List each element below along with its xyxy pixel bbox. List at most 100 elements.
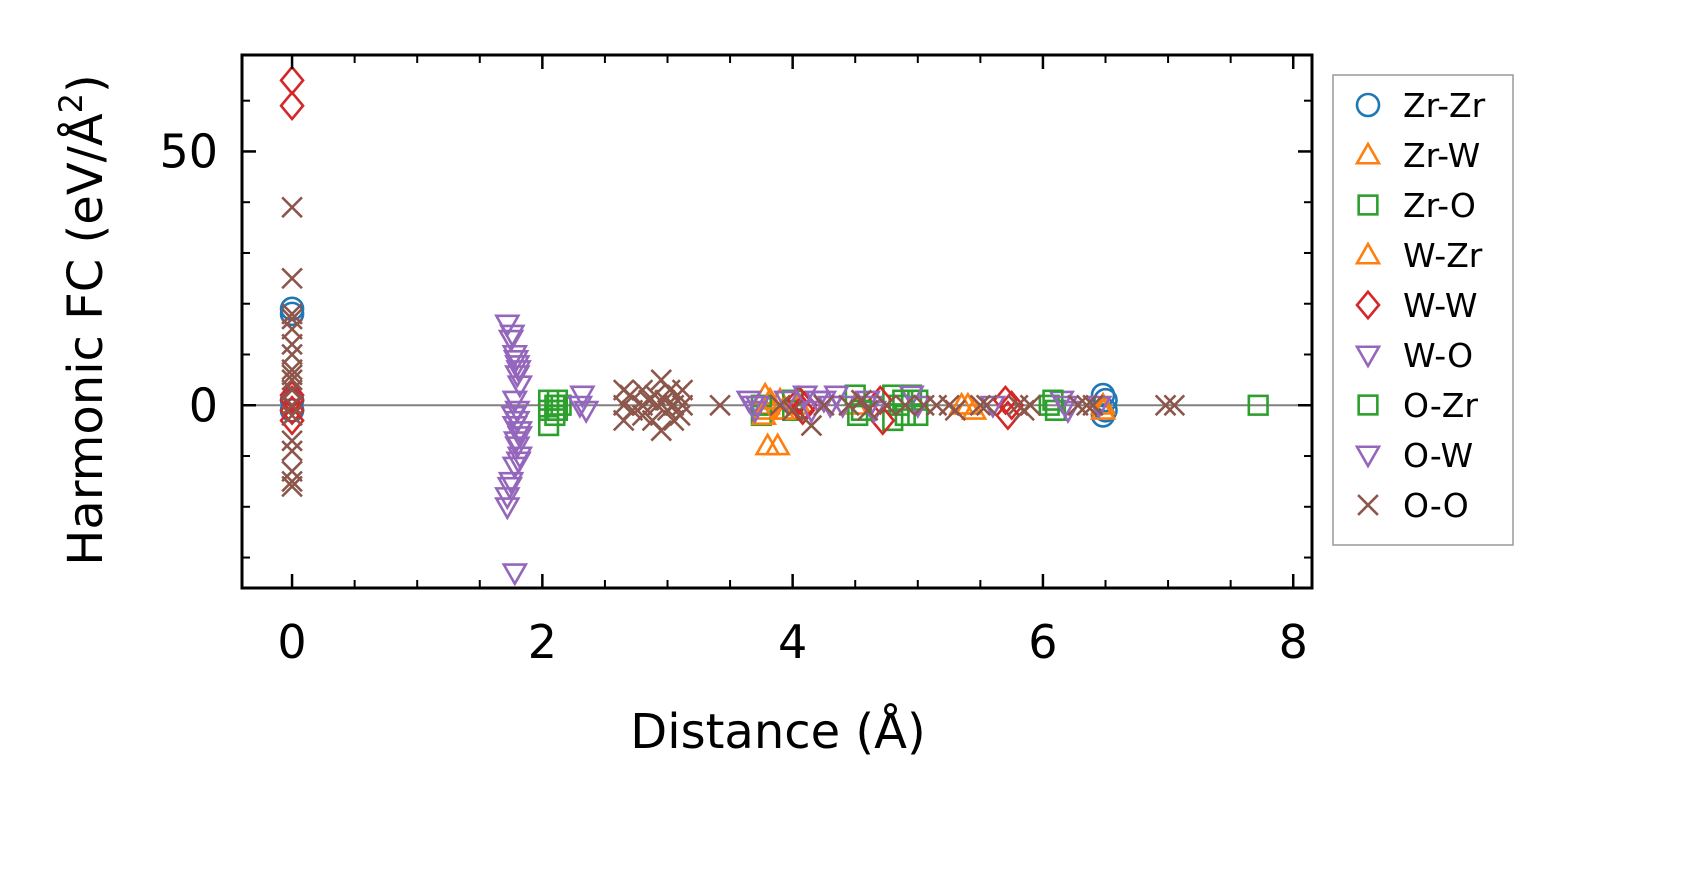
data-point: [546, 389, 569, 411]
data-point: [1042, 389, 1064, 411]
data-point: [756, 386, 784, 410]
y-axis-title-superscript: 2: [52, 93, 90, 113]
data-point: [744, 395, 771, 419]
data-point: [281, 363, 303, 386]
data-point: [1093, 387, 1118, 413]
legend-label: O-Zr: [1403, 386, 1478, 425]
data-point: [279, 395, 305, 426]
legend-marker: [1357, 494, 1379, 516]
data-point: [279, 405, 305, 436]
legend-label: W-O: [1403, 336, 1473, 375]
legend-label: Zr-Zr: [1403, 86, 1486, 125]
data-point: [281, 404, 303, 427]
data-point: [572, 400, 600, 424]
data-point: [281, 475, 303, 498]
data-point: [279, 90, 305, 121]
data-point: [847, 404, 869, 427]
legend-marker: [1354, 241, 1382, 265]
y-axis-title: Harmonic FC (eV/Å2): [52, 74, 114, 566]
data-point: [281, 196, 303, 219]
data-point: [566, 395, 594, 419]
data-point: [944, 399, 967, 422]
data-point: [281, 333, 303, 356]
data-point: [870, 405, 896, 436]
data-point: [505, 451, 532, 475]
y-axis-title-main: Harmonic FC (eV/Å: [57, 113, 114, 566]
y-axis-title-close: ): [58, 74, 114, 93]
data-point: [281, 429, 303, 452]
plot-frame: [240, 53, 1314, 590]
data-point: [781, 399, 804, 422]
plot-area: 0 2 4 6 8 0 50: [159, 53, 1314, 669]
data-point: [813, 394, 835, 417]
data-point: [894, 394, 917, 417]
data-point: [1082, 394, 1104, 417]
data-point: [279, 301, 305, 327]
data-point: [544, 404, 566, 427]
x-tick-label: 4: [778, 615, 807, 669]
data-point: [281, 303, 303, 325]
data-point: [975, 394, 998, 417]
legend-marker: [1354, 445, 1382, 469]
legend-label: Zr-W: [1403, 136, 1480, 175]
data-point: [279, 296, 305, 322]
data-point: [281, 358, 303, 381]
x-tick-label: 8: [1279, 615, 1308, 669]
data-point: [969, 394, 992, 417]
data-point: [856, 399, 879, 422]
data-point: [281, 308, 303, 330]
data-point: [279, 65, 305, 96]
x-tick-label: 0: [277, 615, 306, 669]
data-point: [709, 394, 731, 417]
x-axis-title: Distance (Å): [630, 703, 925, 760]
legend: Zr-Zr Zr-W Zr-O W-Zr W-W W-O O-Zr O-W O-O: [1332, 74, 1514, 546]
data-point: [786, 384, 812, 416]
data-point: [948, 391, 975, 415]
data-point: [499, 324, 526, 348]
legend-marker: [1355, 92, 1381, 118]
data-point: [844, 384, 866, 406]
data-point: [1019, 394, 1042, 417]
data-point: [497, 329, 525, 353]
legend-marker: [1357, 394, 1379, 416]
data-point: [995, 400, 1021, 431]
data-point: [764, 432, 791, 456]
legend-marker: [1357, 194, 1379, 216]
data-point: [1052, 395, 1079, 419]
data-point: [281, 318, 303, 340]
data-point: [502, 431, 530, 455]
legend-marker: [1354, 141, 1382, 165]
data-point: [671, 379, 694, 401]
data-point: [497, 471, 525, 496]
legend-marker: [1354, 345, 1382, 369]
data-point: [281, 460, 303, 483]
data-point: [650, 419, 673, 442]
data-point: [501, 563, 529, 587]
data-point: [281, 343, 303, 366]
data-point: [281, 394, 303, 417]
data-point: [496, 476, 524, 501]
data-point: [281, 267, 303, 290]
legend-label: O-O: [1403, 486, 1469, 525]
data-point: [505, 360, 532, 384]
data-point: [281, 369, 303, 391]
data-point: [631, 404, 654, 427]
y-tick-label: 0: [189, 378, 218, 432]
data-point: [773, 390, 800, 414]
data-point: [281, 470, 303, 493]
data-point: [850, 389, 873, 412]
y-tick-label: 50: [159, 124, 218, 178]
legend-label: Zr-O: [1403, 186, 1476, 225]
data-point: [1154, 394, 1177, 417]
legend-label: O-W: [1403, 436, 1473, 475]
data-point: [494, 497, 521, 521]
data-point: [1247, 394, 1269, 416]
data-point: [671, 394, 694, 417]
data-point: [1075, 394, 1098, 417]
data-point: [838, 394, 860, 417]
data-point: [1163, 394, 1186, 417]
data-point: [769, 394, 791, 417]
x-tick-label: 6: [1028, 615, 1057, 669]
data-point: [500, 405, 527, 430]
